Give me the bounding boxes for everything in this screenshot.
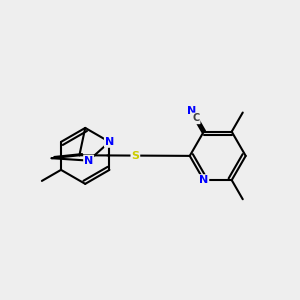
Text: S: S bbox=[131, 151, 140, 160]
Text: N: N bbox=[84, 156, 93, 166]
Text: N: N bbox=[199, 175, 208, 185]
Text: N: N bbox=[187, 106, 196, 116]
Text: C: C bbox=[193, 113, 200, 123]
Text: N: N bbox=[105, 137, 114, 147]
